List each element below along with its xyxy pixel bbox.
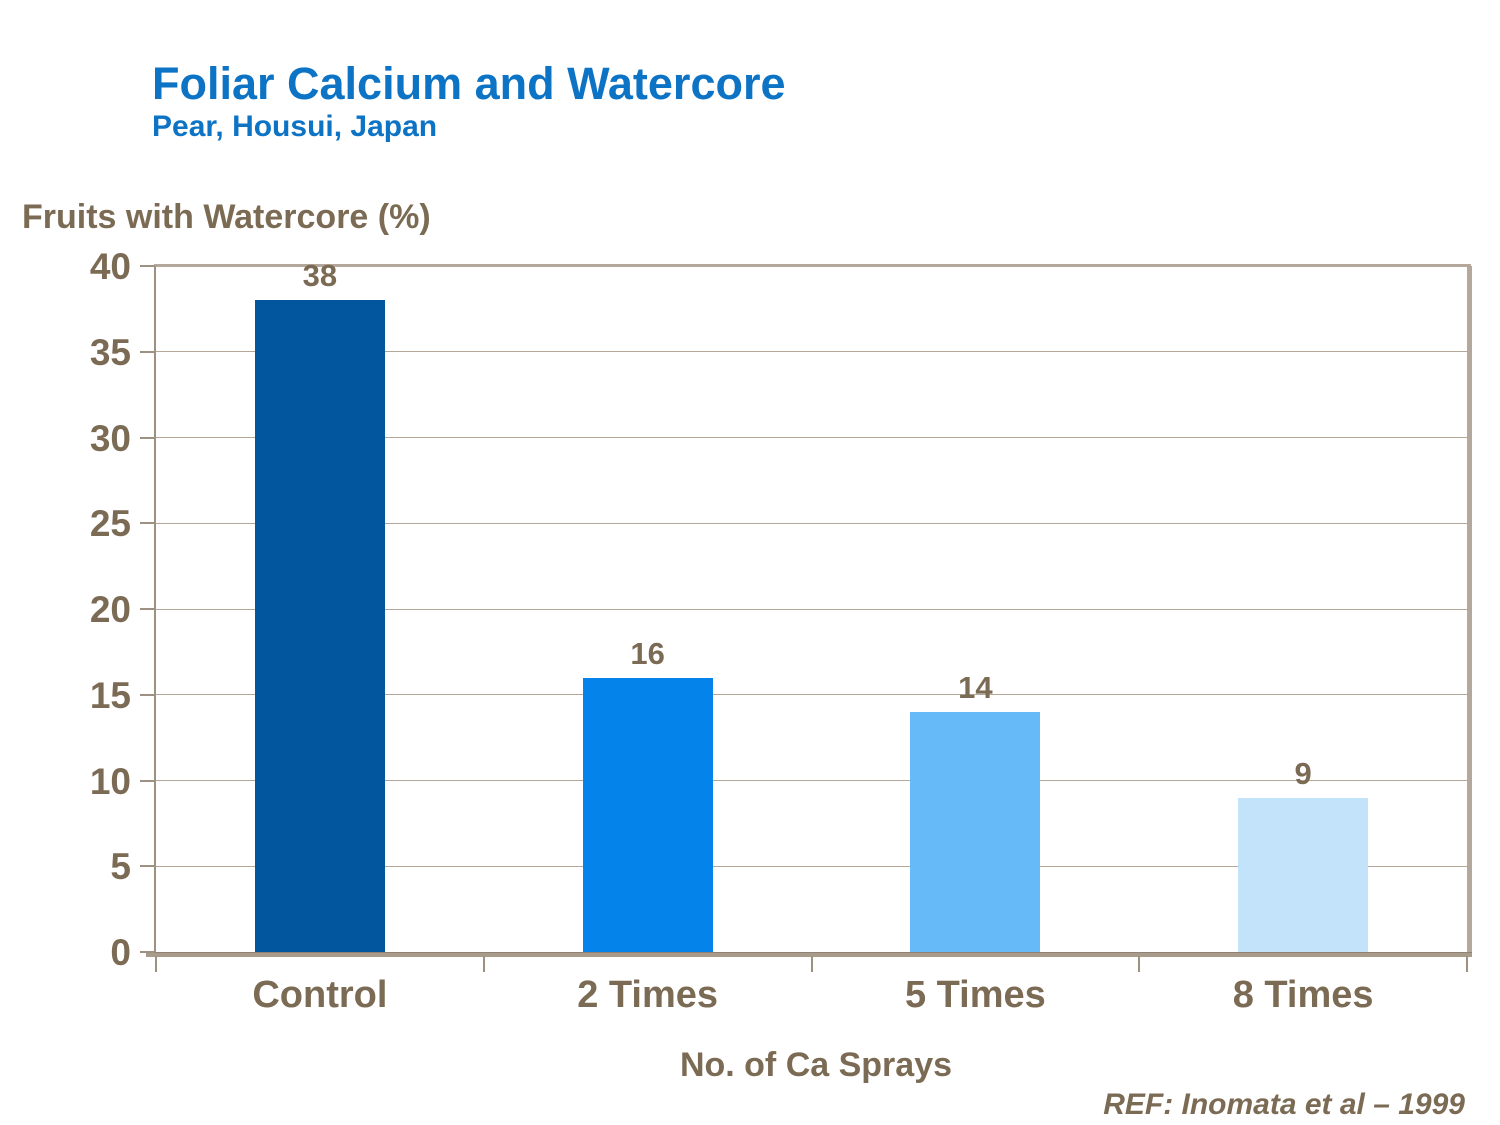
- x-category-label: 8 Times: [1232, 974, 1374, 1016]
- bar-8-times: [1238, 797, 1369, 952]
- y-axis-title: Fruits with Watercore (%): [22, 198, 431, 236]
- bar-value-label: 14: [958, 669, 993, 705]
- y-axis-tick: [140, 436, 155, 439]
- bar-value-label: 16: [630, 635, 665, 671]
- gridline: [156, 780, 1467, 781]
- gridline: [156, 608, 1467, 610]
- reference-text: REF: Inomata et al – 1999: [1103, 1088, 1465, 1121]
- y-axis-line: [154, 266, 156, 952]
- bar-5-times: [910, 711, 1041, 952]
- plot-top-border: [154, 264, 1471, 267]
- gridline: [156, 694, 1467, 696]
- y-axis-tick: [140, 693, 155, 696]
- x-axis-tick: [482, 956, 485, 972]
- x-axis-tick: [810, 956, 813, 972]
- y-tick-label: 30: [89, 417, 131, 459]
- x-axis-tick: [155, 956, 157, 972]
- y-axis-tick: [140, 265, 155, 267]
- gridline: [156, 351, 1467, 353]
- x-axis-title: No. of Ca Sprays: [679, 1046, 953, 1084]
- gridline: [156, 437, 1467, 438]
- y-tick-label: 15: [89, 674, 131, 716]
- x-category-label: Control: [252, 974, 388, 1016]
- x-category-label: 5 Times: [904, 974, 1046, 1016]
- y-tick-label: 5: [110, 846, 131, 888]
- chart-subtitle: Pear, Housui, Japan: [152, 110, 438, 143]
- bar-control: [254, 300, 385, 952]
- x-axis-tick: [1466, 956, 1468, 972]
- gridline: [156, 522, 1467, 524]
- y-axis-tick: [140, 779, 155, 782]
- plot-right-border: [1467, 266, 1472, 952]
- y-tick-label: 35: [89, 331, 131, 373]
- y-tick-label: 25: [89, 503, 131, 545]
- y-axis-tick: [140, 951, 155, 953]
- chart-title: Foliar Calcium and Watercore: [152, 58, 786, 109]
- y-axis-tick: [140, 865, 155, 868]
- plot-area: 0 5 10 15 20 25 30 35 40 38 Control 16 2 Times 14 5 Ti…: [90, 248, 1472, 1016]
- gridline: [156, 865, 1467, 867]
- bar-2-times: [582, 677, 713, 952]
- y-tick-label: 0: [110, 932, 131, 973]
- y-axis-tick: [140, 350, 155, 353]
- x-axis-tick: [1138, 956, 1141, 972]
- x-category-label: 2 Times: [577, 974, 719, 1016]
- y-tick-label: 40: [89, 246, 131, 287]
- y-axis-tick: [140, 522, 155, 525]
- y-tick-label: 20: [89, 589, 131, 630]
- y-tick-label: 10: [89, 760, 131, 802]
- y-axis-tick: [140, 608, 155, 610]
- x-axis-line: [146, 952, 1472, 957]
- bar-value-label: 9: [1294, 755, 1312, 791]
- bar-value-label: 38: [302, 258, 338, 294]
